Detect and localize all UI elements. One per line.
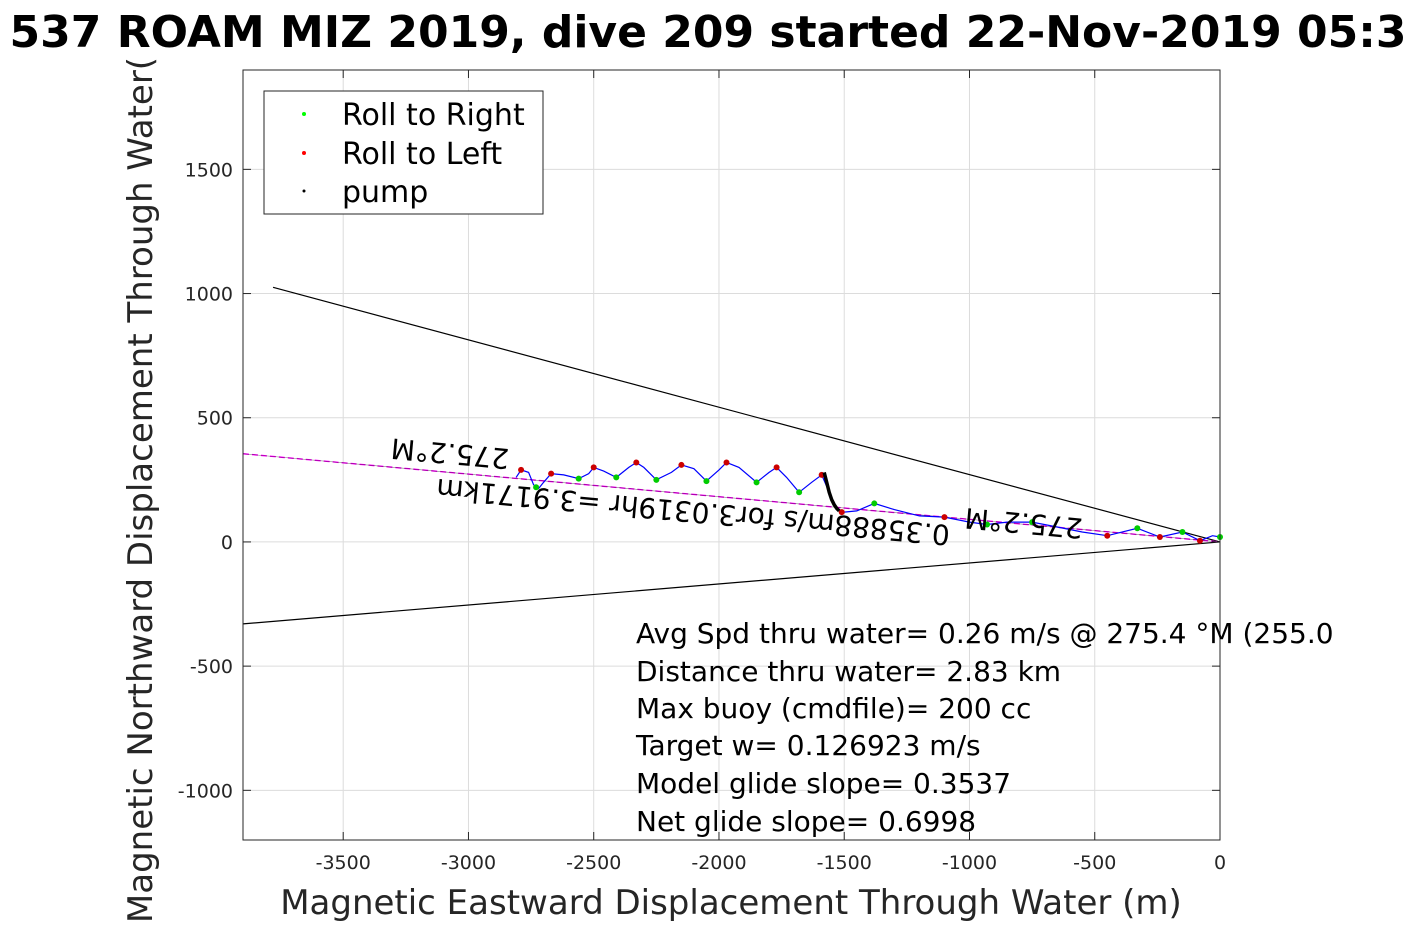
x-axis-label: Magnetic Eastward Displacement Through W…: [280, 883, 1182, 923]
roll-right-point: [871, 500, 878, 507]
roll-right-point: [1179, 529, 1186, 535]
x-tick-label: -2500: [566, 852, 621, 874]
roll-right-point: [1134, 525, 1141, 532]
roll-left-point: [548, 470, 555, 477]
legend-label-roll-left: Roll to Left: [342, 137, 502, 172]
roll-left-point: [723, 459, 730, 466]
x-tick-label: -1500: [817, 852, 872, 874]
roll-right-point: [796, 489, 803, 496]
annotation-distance: Distance thru water= 2.83 km: [636, 655, 1061, 688]
roll-right-point: [653, 476, 660, 483]
roll-left-point: [1196, 537, 1203, 544]
roll-left-point: [678, 461, 685, 468]
roll-right-point: [533, 484, 540, 491]
annotation-net-glide: Net glide slope= 0.6998: [636, 805, 976, 838]
pump-segment: [822, 471, 841, 513]
annotation-model-glide: Model glide slope= 0.3537: [636, 767, 1011, 800]
annotation-block: Avg Spd thru water= 0.26 m/s @ 275.4 °M …: [635, 617, 1334, 838]
roll-left-point: [838, 509, 845, 516]
axes-box: [242, 69, 1221, 841]
track-path: [515, 461, 1221, 542]
roll-right-point: [753, 479, 760, 486]
y-tick-label: 1500: [185, 159, 233, 181]
x-tick-label: -1000: [942, 852, 997, 874]
roll-right-point: [984, 521, 991, 528]
cone-line-upper: [272, 286, 1221, 543]
legend-label-roll-right: Roll to Right: [342, 98, 525, 133]
cone-line-lower: [242, 541, 1221, 625]
tick-marks: [243, 70, 1221, 840]
y-tick-labels: -1000 -500 0 500 1000 1500: [178, 159, 233, 802]
roll-left-point: [941, 514, 948, 521]
y-tick-label: 1000: [185, 284, 233, 306]
legend-box: [263, 90, 544, 215]
y-tick-label: 0: [221, 532, 233, 554]
roll-right-point: [1029, 519, 1036, 526]
annotation-avg-speed: Avg Spd thru water= 0.26 m/s @ 275.4 °M …: [636, 617, 1334, 650]
legend-marker-roll-right: [302, 112, 306, 116]
y-axis-label: Magnetic Northward Displacement Through …: [121, 57, 161, 923]
annotation-max-buoy: Max buoy (cmdfile)= 200 cc: [636, 692, 1031, 725]
roll-left-point: [518, 466, 525, 473]
y-tick-label: -500: [190, 656, 233, 678]
x-tick-labels: -3500 -3000 -2500 -2000 -1500 -1000 -500 0: [316, 852, 1226, 874]
cone-lines: [242, 286, 1221, 625]
legend: Roll to Right Roll to Left pump: [263, 90, 544, 215]
y-tick-label: -1000: [178, 780, 233, 802]
legend-marker-pump: [302, 189, 306, 193]
x-tick-label: -500: [1073, 852, 1116, 874]
legend-label-pump: pump: [342, 175, 428, 210]
roll-points: [518, 459, 1223, 544]
x-tick-label: -3000: [441, 852, 496, 874]
x-tick-label: 0: [1214, 852, 1226, 874]
y-tick-label: 500: [197, 408, 233, 430]
roll-left-point: [633, 459, 640, 466]
roll-left-point: [1156, 533, 1163, 540]
roll-left-point: [590, 464, 597, 471]
roll-right-point: [703, 478, 710, 485]
chart-title: 537 ROAM MIZ 2019, dive 209 started 22-N…: [10, 7, 1407, 58]
roll-right-point: [613, 474, 620, 481]
x-tick-label: -3500: [316, 852, 371, 874]
track-line: [515, 461, 1221, 542]
roll-right-point: [575, 475, 582, 482]
annotation-target-w: Target w= 0.126923 m/s: [635, 729, 981, 762]
x-tick-label: -2000: [691, 852, 746, 874]
roll-left-point: [773, 464, 780, 471]
roll-left-point: [1104, 532, 1111, 539]
legend-marker-roll-left: [302, 151, 306, 155]
